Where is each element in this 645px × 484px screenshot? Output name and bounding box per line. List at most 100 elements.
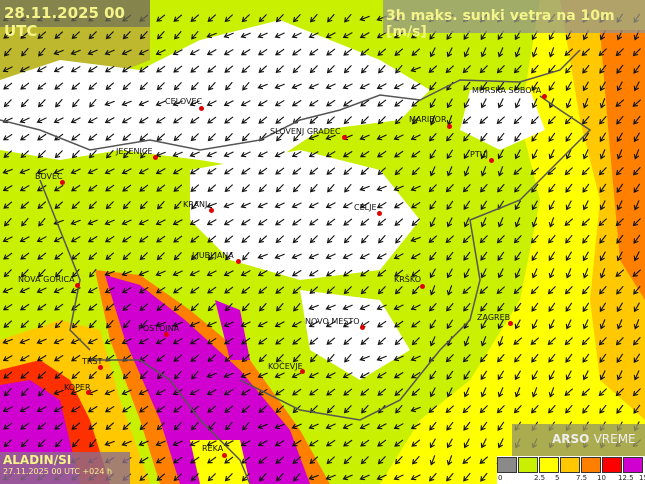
wind-arrow: [53, 354, 64, 362]
wind-arrow: [3, 269, 12, 278]
wind-arrow: [394, 337, 403, 346]
wind-arrow: [20, 201, 30, 209]
wind-arrow: [173, 252, 182, 261]
wind-arrow: [87, 65, 98, 73]
wind-arrow: [599, 370, 606, 381]
wind-arrow: [241, 405, 251, 413]
wind-arrow: [258, 235, 268, 244]
wind-arrow: [394, 455, 403, 465]
wind-arrow: [54, 371, 64, 380]
wind-arrow: [207, 133, 216, 142]
wind-arrow: [343, 456, 352, 465]
wind-arrow: [599, 285, 607, 295]
wind-arrow: [104, 287, 115, 294]
wind-arrow: [257, 83, 268, 90]
wind-arrow: [411, 337, 420, 346]
wind-arrow: [207, 65, 217, 73]
wind-arrow: [172, 49, 183, 56]
wind-arrow: [343, 337, 353, 345]
wind-arrow: [240, 202, 251, 209]
city-label: KRANJ: [183, 200, 208, 209]
wind-arrow: [20, 31, 30, 39]
wind-arrow: [189, 100, 200, 107]
wind-arrow: [38, 387, 46, 397]
wind-arrow: [105, 303, 115, 311]
wind-arrow: [105, 149, 114, 159]
wind-arrow: [87, 117, 98, 124]
wind-arrow: [223, 321, 234, 328]
wind-arrow: [376, 253, 387, 260]
wind-arrow: [393, 474, 404, 481]
wind-arrow: [360, 218, 370, 226]
wind-arrow: [429, 336, 436, 347]
wind-arrow: [54, 252, 64, 260]
wind-arrow: [548, 370, 555, 381]
wind-arrow: [240, 372, 251, 379]
wind-arrow: [565, 81, 573, 92]
wind-arrow: [274, 372, 285, 379]
wind-arrow: [19, 406, 30, 413]
wind-arrow: [3, 99, 12, 108]
wind-arrow: [497, 217, 504, 228]
wind-arrow: [2, 303, 13, 311]
wind-arrow: [325, 320, 336, 328]
wind-arrow: [122, 371, 131, 380]
wind-arrow: [326, 286, 336, 295]
wind-arrow: [258, 337, 268, 345]
wind-arrow: [122, 252, 132, 261]
wind-arrow: [513, 286, 522, 295]
wind-arrow: [325, 202, 336, 209]
wind-arrow: [326, 48, 336, 56]
wind-arrow: [463, 302, 471, 312]
wind-arrow: [531, 98, 538, 109]
wind-arrow: [531, 268, 538, 279]
wind-arrow: [410, 355, 421, 362]
wind-arrow: [393, 355, 404, 362]
wind-arrow: [36, 406, 47, 413]
wind-arrow: [2, 168, 13, 175]
wind-arrow: [121, 440, 132, 447]
wind-arrow: [275, 65, 285, 74]
wind-arrow: [581, 285, 590, 295]
wind-arrow: [463, 370, 471, 381]
wind-arrow: [223, 270, 234, 277]
wind-arrow: [156, 473, 166, 482]
wind-arrow: [308, 99, 319, 107]
wind-arrow: [189, 321, 200, 328]
city-label: SLOVENJ GRADEC: [270, 127, 341, 136]
wind-arrow: [598, 167, 607, 176]
wind-arrow: [429, 47, 436, 58]
wind-arrow: [497, 268, 504, 279]
wind-arrow: [565, 404, 573, 414]
wind-arrow: [139, 184, 149, 192]
wind-arrow: [105, 31, 114, 40]
wind-arrow: [292, 65, 301, 74]
wind-arrow: [37, 371, 47, 379]
wind-arrow: [223, 372, 234, 379]
wind-arrow: [497, 47, 504, 58]
wind-arrow: [54, 303, 64, 311]
wind-arrow: [257, 440, 268, 447]
wind-arrow: [241, 184, 250, 193]
wind-arrow: [633, 183, 641, 194]
city-label: POSTOJNA: [138, 324, 180, 333]
wind-arrow: [411, 455, 420, 465]
wind-arrow: [342, 474, 353, 481]
wind-arrow: [530, 234, 539, 244]
wind-arrow: [633, 353, 641, 364]
wind-arrow: [241, 14, 250, 23]
wind-arrow: [292, 218, 302, 226]
wind-arrow: [326, 405, 335, 414]
wind-arrow: [480, 166, 487, 177]
wind-arrow: [632, 99, 642, 108]
wind-arrow: [189, 151, 200, 158]
wind-arrow: [446, 285, 453, 296]
wind-arrow: [274, 48, 285, 56]
wind-arrow: [565, 98, 572, 109]
wind-arrow: [104, 219, 115, 226]
wind-arrow: [325, 253, 336, 260]
wind-arrow: [565, 149, 572, 160]
wind-arrow: [54, 150, 63, 159]
wind-arrow: [172, 219, 183, 226]
wind-arrow: [292, 183, 301, 193]
